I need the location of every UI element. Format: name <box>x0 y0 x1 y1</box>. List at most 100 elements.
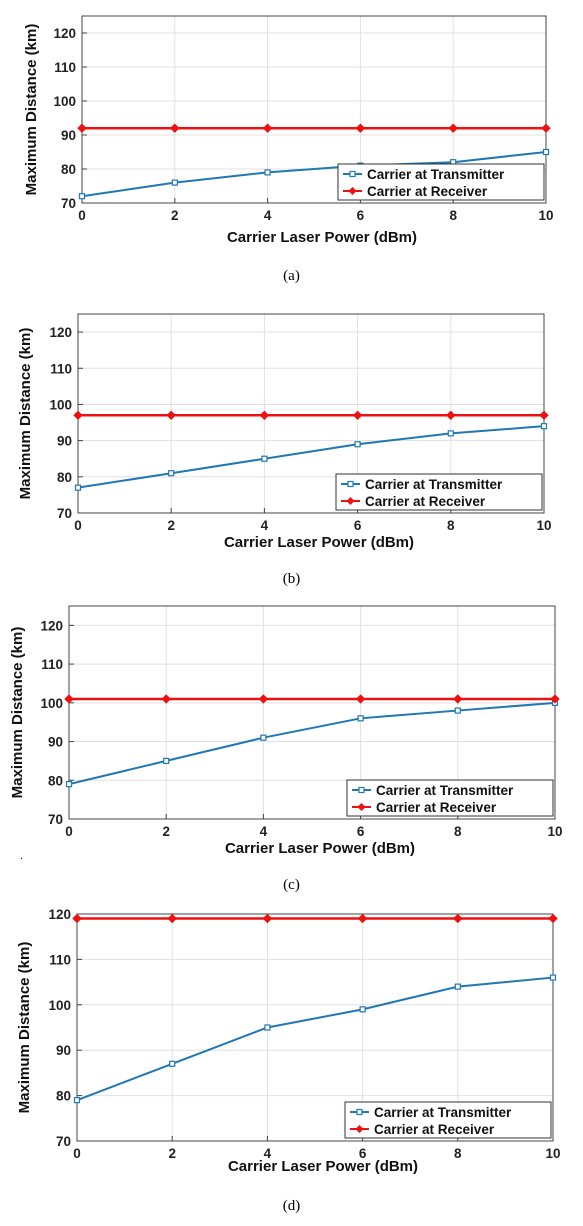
data-point-transmitter <box>168 470 175 477</box>
y-tick-label: 90 <box>61 128 76 143</box>
data-point-receiver <box>161 694 171 704</box>
x-tick-label: 8 <box>447 518 455 533</box>
data-point-transmitter <box>359 1006 366 1013</box>
x-tick-label: 6 <box>359 1146 367 1161</box>
data-point-transmitter <box>357 715 364 722</box>
x-tick-label: 0 <box>74 518 82 533</box>
chart-panel-c: 0 2 4 6 8 10 70 80 90 100 110 120 Carrier at Transmi… <box>0 598 583 870</box>
data-point-transmitter <box>74 484 82 491</box>
x-tick-label: 2 <box>168 1146 176 1161</box>
legend-swatch-marker <box>355 1125 364 1133</box>
data-point-transmitter <box>447 430 454 437</box>
x-tick-label: 2 <box>171 208 179 223</box>
x-axis-label: Carrier Laser Power (dBm) <box>227 229 417 246</box>
y-tick-label: 80 <box>56 1089 71 1104</box>
legend-swatch-marker <box>348 187 357 195</box>
caption-b: (b) <box>282 571 301 587</box>
legend-label: Carrier at Receiver <box>374 1122 495 1137</box>
x-axis-label: Carrier Laser Power (dBm) <box>224 534 414 551</box>
chart-svg: 0 2 4 6 8 10 70 80 90 100 110 120 Carrier at Transmi… <box>16 907 561 1175</box>
y-axis-label: Maximum Distance (km) <box>9 627 26 799</box>
data-point-receiver <box>539 410 549 421</box>
data-point-receiver <box>355 694 366 704</box>
legend-label: Carrier at Receiver <box>376 800 497 815</box>
data-point-receiver <box>448 123 458 133</box>
data-point-transmitter <box>542 148 550 156</box>
data-point-transmitter <box>261 455 268 462</box>
plot-frame <box>68 605 556 820</box>
y-tick-label: 100 <box>48 998 71 1013</box>
chart-svg: 0 2 4 6 8 10 70 80 90 100 110 120 Carrier at Transmi… <box>23 15 554 246</box>
data-point-receiver <box>167 913 177 924</box>
data-point-transmitter <box>354 441 361 448</box>
x-tick-label: 4 <box>264 1146 272 1161</box>
x-tick-label: 10 <box>536 518 551 533</box>
y-tick-label: 110 <box>49 952 71 967</box>
data-point-receiver <box>262 123 273 133</box>
x-tick-label: 6 <box>357 824 365 839</box>
legend-swatch-marker <box>357 803 366 811</box>
data-point-receiver <box>72 913 82 924</box>
x-tick-label: 10 <box>547 824 562 839</box>
x-axis-label: Carrier Laser Power (dBm) <box>225 840 415 857</box>
data-point-receiver <box>166 410 176 421</box>
y-tick-label: 70 <box>61 196 76 211</box>
series-line-transmitter <box>68 701 556 786</box>
data-point-receiver <box>355 123 366 133</box>
x-tick-label: 4 <box>260 824 268 839</box>
data-point-transmitter <box>73 1097 81 1104</box>
data-point-transmitter <box>65 781 73 788</box>
data-point-transmitter <box>549 974 557 981</box>
data-point-transmitter <box>264 1024 271 1031</box>
x-tick-label: 2 <box>167 518 175 533</box>
legend-swatch-marker <box>346 497 355 505</box>
data-point-receiver <box>352 410 363 421</box>
data-point-transmitter <box>169 1060 176 1067</box>
stray-mark: . <box>20 848 23 862</box>
caption-d: (d) <box>282 1198 301 1214</box>
data-point-transmitter <box>454 983 461 990</box>
legend-label: Carrier at Transmitter <box>376 783 514 798</box>
plot-frame <box>81 15 547 204</box>
series-line-transmitter <box>77 425 545 489</box>
x-tick-label: 10 <box>545 1146 560 1161</box>
legend-box <box>335 473 543 511</box>
data-point-transmitter <box>78 193 86 200</box>
data-point-receiver <box>73 410 83 421</box>
legend-label: Carrier at Transmitter <box>374 1105 512 1120</box>
x-tick-label: 8 <box>454 1146 462 1161</box>
data-point-receiver <box>446 410 456 421</box>
data-point-transmitter <box>260 734 267 741</box>
data-point-receiver <box>357 913 368 924</box>
x-tick-label: 4 <box>264 208 272 223</box>
x-axis-label: Carrier Laser Power (dBm) <box>228 1158 418 1175</box>
x-tick-label: 6 <box>354 518 362 533</box>
y-tick-label: 100 <box>53 94 76 109</box>
legend-swatch-marker <box>347 480 354 488</box>
y-tick-label: 70 <box>48 812 63 827</box>
legend-label: Carrier at Transmitter <box>365 477 503 492</box>
y-tick-label: 100 <box>40 696 63 711</box>
data-point-receiver <box>77 123 87 133</box>
legend-label: Carrier at Receiver <box>367 184 488 199</box>
data-point-receiver <box>170 123 180 133</box>
data-point-transmitter <box>264 169 271 176</box>
chart-panel-b: 0 2 4 6 8 10 70 80 90 100 110 120 Carrier at Transmi… <box>0 296 583 564</box>
data-point-receiver <box>550 694 560 704</box>
y-tick-label: 80 <box>57 470 72 485</box>
legend-swatch-marker <box>358 786 365 794</box>
data-point-receiver <box>453 694 463 704</box>
y-tick-label: 110 <box>50 361 72 376</box>
y-tick-label: 110 <box>41 657 63 672</box>
legend-swatch-marker <box>356 1108 363 1116</box>
data-point-receiver <box>453 913 463 924</box>
y-tick-label: 80 <box>61 162 76 177</box>
x-tick-label: 8 <box>454 824 462 839</box>
data-point-transmitter <box>163 757 170 765</box>
y-tick-label: 120 <box>40 618 63 633</box>
chart-panel-d: 0 2 4 6 8 10 70 80 90 100 110 120 Carrier at Transmi… <box>0 905 583 1191</box>
y-axis-label: Maximum Distance (km) <box>23 24 40 196</box>
chart-svg: 0 2 4 6 8 10 70 80 90 100 110 120 Carrier at Transmi… <box>9 605 563 857</box>
legend-box <box>346 779 554 817</box>
x-tick-label: 4 <box>261 518 269 533</box>
